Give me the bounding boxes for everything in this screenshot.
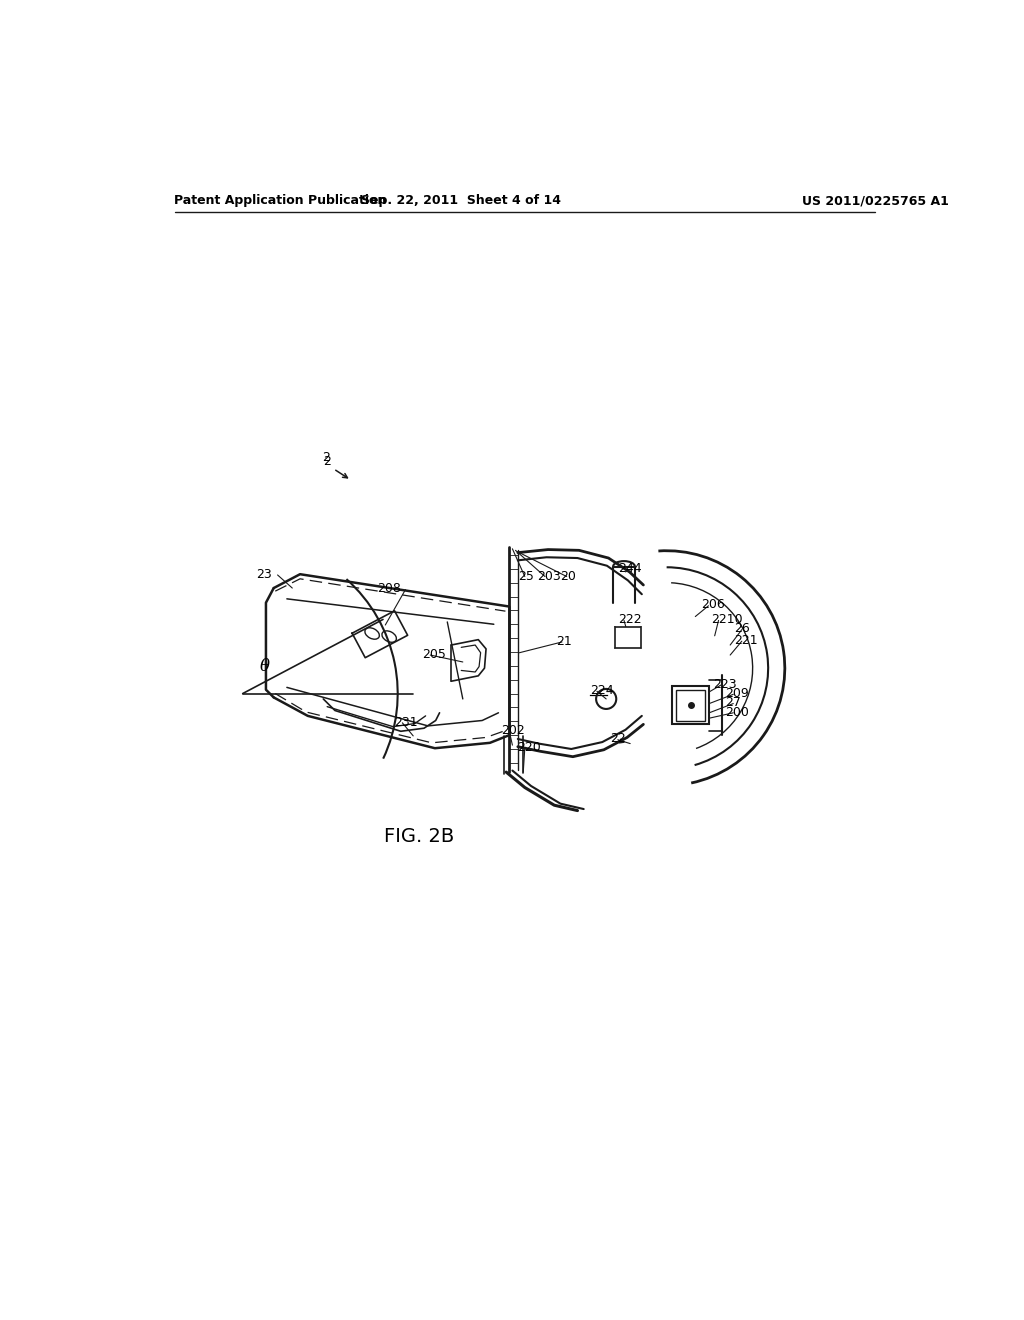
Text: 209: 209: [726, 686, 750, 700]
Text: 23: 23: [256, 569, 271, 582]
Text: θ: θ: [260, 659, 269, 675]
Text: 2: 2: [322, 451, 330, 465]
Bar: [672, 686, 710, 725]
Bar: [614, 627, 641, 648]
Text: 2210: 2210: [711, 612, 742, 626]
Text: 26: 26: [734, 622, 750, 635]
Text: 222: 222: [617, 612, 641, 626]
Text: 205: 205: [423, 648, 446, 661]
Text: 200: 200: [726, 705, 750, 718]
Text: 202: 202: [502, 723, 525, 737]
Text: 20: 20: [560, 570, 577, 583]
Text: FIG. 2B: FIG. 2B: [384, 826, 454, 846]
Text: 25: 25: [518, 570, 535, 583]
Text: 223: 223: [713, 677, 736, 690]
Text: Patent Application Publication: Patent Application Publication: [174, 194, 387, 207]
Text: 244: 244: [617, 562, 641, 576]
Text: 2: 2: [324, 454, 331, 467]
Text: 220: 220: [517, 741, 541, 754]
Bar: [676, 689, 706, 721]
Text: US 2011/0225765 A1: US 2011/0225765 A1: [802, 194, 949, 207]
Text: 27: 27: [726, 696, 741, 709]
Text: 21: 21: [556, 635, 571, 648]
Text: 22: 22: [610, 733, 626, 746]
Text: 224: 224: [590, 684, 613, 697]
Text: 203: 203: [538, 570, 561, 583]
Text: 231: 231: [394, 715, 418, 729]
Text: 206: 206: [700, 598, 724, 611]
Text: Sep. 22, 2011  Sheet 4 of 14: Sep. 22, 2011 Sheet 4 of 14: [361, 194, 561, 207]
Text: 208: 208: [378, 582, 401, 595]
Text: 221: 221: [734, 634, 758, 647]
